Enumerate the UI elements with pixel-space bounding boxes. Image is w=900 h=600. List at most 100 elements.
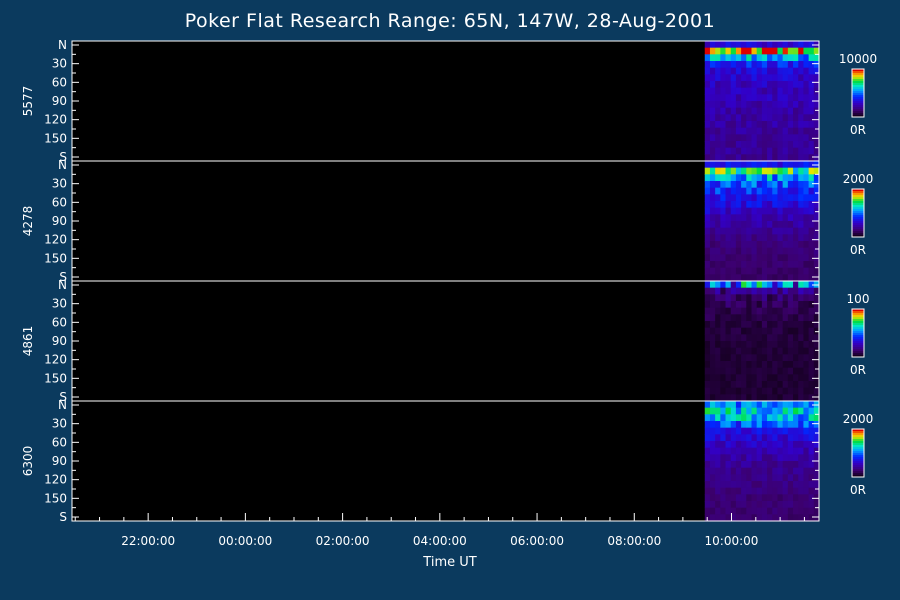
panel-6300-cell: [787, 461, 794, 469]
panel-6300-cell: [772, 487, 779, 495]
panel-4278-cell: [735, 214, 742, 222]
panel-5577-cell: [730, 67, 737, 75]
panel-6300-cell: [777, 441, 784, 449]
panel-4278-cell: [756, 207, 763, 215]
panel-6300-cell: [746, 414, 753, 422]
panel-4861-cell: [756, 381, 763, 389]
panel-4861-cell: [715, 327, 721, 335]
panel-5577-cell: [803, 74, 810, 82]
panel-6300-cell: [709, 494, 716, 502]
panel-4861-cell: [772, 287, 779, 295]
panel-6300-cell: [730, 474, 737, 482]
panel-6300-cell: [715, 414, 721, 422]
panel-5577-cell: [782, 61, 789, 69]
panel-5577-cell: [798, 101, 805, 109]
panel-5577-cell: [813, 127, 820, 135]
panel-6300-cell: [746, 507, 753, 515]
panel-4861-cell: [793, 294, 799, 302]
panel-4278-cell: [704, 201, 711, 209]
panel-4861-cell: [741, 281, 747, 289]
panel-4278-cell: [751, 167, 758, 175]
panel-4861-cell: [813, 394, 820, 402]
panel-4861-cell: [735, 307, 742, 315]
panel-6300-cell: [720, 461, 727, 469]
panel-5577-cell: [709, 61, 716, 69]
panel-5577-cell: [761, 54, 768, 62]
panel-5577-cell: [741, 114, 747, 122]
panel-4278-cell: [813, 267, 820, 275]
panel-6300-cell: [741, 461, 747, 469]
colorbar-6300-segment: [852, 447, 864, 450]
panel-5577-cell: [777, 141, 784, 149]
panel-5577-cell: [720, 87, 727, 95]
panel-6300-cell: [808, 487, 815, 495]
panel-5577-cell: [709, 147, 716, 155]
panel-6300-cell: [808, 481, 815, 489]
panel-4278-cell: [808, 274, 815, 282]
panel-4861-cell: [704, 314, 711, 322]
panel-5577-cell: [813, 74, 820, 82]
panel-4861-cell: [751, 341, 758, 349]
panel-5577-cell: [715, 54, 721, 62]
panel-4861-cell: [746, 301, 753, 309]
panel-4861-cell: [715, 287, 721, 295]
y-tick-label: 60: [52, 435, 67, 449]
panel-5577-cell: [793, 147, 799, 155]
colorbar-5577-max-label: 10000: [839, 52, 877, 66]
panel-6300-cell: [767, 474, 773, 482]
panel-4278-cell: [725, 174, 732, 182]
panel-6300-cell: [730, 494, 737, 502]
panel-4861-cell: [798, 327, 805, 335]
panel-6300-cell: [709, 474, 716, 482]
panel-5577-cell: [782, 67, 789, 75]
panel-5577-cell: [793, 87, 799, 95]
colorbar-4861-min-label: 0R: [850, 363, 866, 377]
panel-4278-cell: [735, 167, 742, 175]
panel-6300-cell: [730, 447, 737, 455]
panel-4861-cell: [787, 394, 794, 402]
panel-4861-cell: [709, 334, 716, 342]
panel-4278-cell: [793, 201, 799, 209]
panel-4278-cell: [787, 161, 794, 169]
panel-6300-cell: [704, 447, 711, 455]
panel-5577-cell: [772, 134, 779, 142]
panel-4861-cell: [803, 307, 810, 315]
panel-4278-cell: [808, 167, 815, 175]
panel-4861-cell: [751, 321, 758, 329]
panel-6300-cell: [725, 507, 732, 515]
colorbar-5577-segment: [852, 107, 864, 110]
panel-6300-cell: [772, 494, 779, 502]
panel-5577-cell: [715, 134, 721, 142]
panel-4861-cell: [735, 321, 742, 329]
panel-4278-cell: [798, 214, 805, 222]
panel-6300-cell: [730, 401, 737, 409]
panel-4861-cell: [777, 341, 784, 349]
colorbar-6300-frame: [851, 428, 865, 478]
panel-4861-cell: [746, 387, 753, 395]
panel-5577-cell: [798, 141, 805, 149]
panel-6300-cell: [725, 441, 732, 449]
panel-4278-cell: [725, 181, 732, 189]
panel-4278-cell: [725, 241, 732, 249]
panel-5577-cell: [808, 101, 815, 109]
panel-4278-cell: [761, 261, 768, 269]
panel-5577-cell: [782, 107, 789, 115]
panel-4861-cell: [813, 287, 820, 295]
panel-6300-cell: [704, 481, 711, 489]
panel-5577-cell: [777, 41, 784, 49]
panel-6300-cell: [798, 507, 805, 515]
panel-6300-cell: [720, 474, 727, 482]
panel-4861-cell: [782, 374, 789, 382]
panel-4861-cell: [704, 341, 711, 349]
panel-5577-cell: [751, 141, 758, 149]
colorbar-6300-segment: [852, 461, 864, 464]
panel-4278-cell: [761, 207, 768, 215]
colorbar-4278-segment: [852, 233, 864, 236]
y-tick-label: 150: [44, 491, 67, 505]
colorbar-4278-segment: [852, 207, 864, 210]
y-tick-label: 120: [44, 353, 67, 367]
panel-4861-cell: [803, 321, 810, 329]
panel-4278-cell: [735, 181, 742, 189]
panel-6300-cell: [746, 481, 753, 489]
panel-6300-cell: [813, 487, 820, 495]
